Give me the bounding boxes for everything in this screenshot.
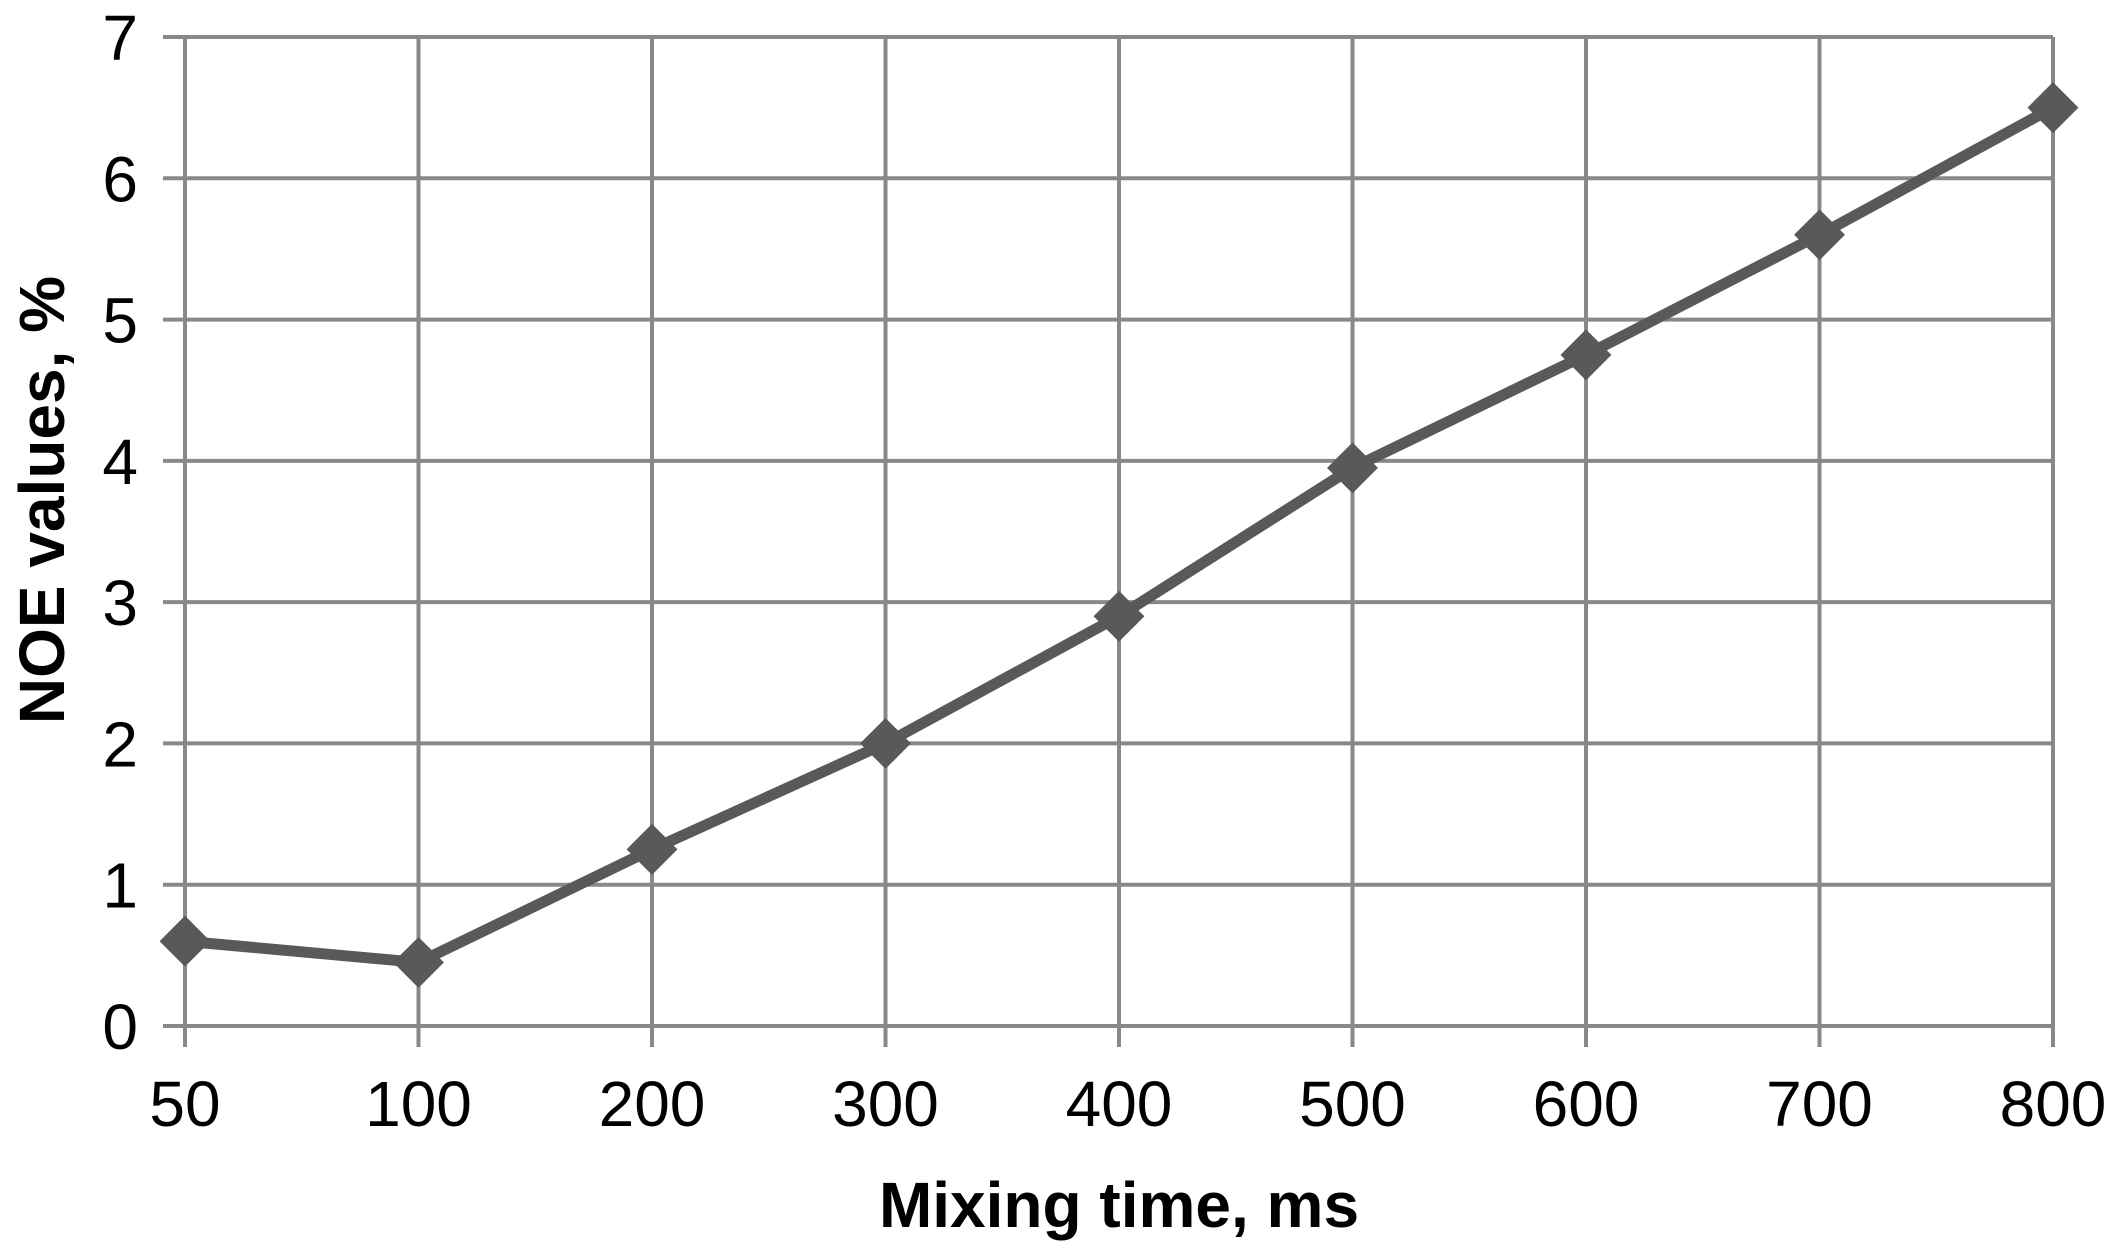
x-tick-label-800: 800 — [2000, 1068, 2107, 1140]
x-axis-title: Mixing time, ms — [878, 1169, 1360, 1241]
marker-100 — [393, 936, 444, 988]
y-tick-label-2: 2 — [102, 708, 138, 780]
marker-50 — [159, 915, 211, 967]
marker-500 — [1327, 442, 1378, 494]
y-tick-label-7: 7 — [102, 2, 138, 74]
x-tick-label-700: 700 — [1766, 1068, 1873, 1140]
x-tick-label-50: 50 — [149, 1068, 220, 1140]
y-axis-title: NOE values, % — [6, 275, 78, 725]
x-tick-label-400: 400 — [1066, 1068, 1173, 1140]
marker-200 — [626, 823, 678, 875]
x-tick-label-500: 500 — [1299, 1068, 1406, 1140]
marker-300 — [860, 717, 911, 769]
x-tick-label-100: 100 — [365, 1068, 472, 1140]
marker-400 — [1093, 590, 1145, 642]
y-tick-label-1: 1 — [102, 850, 138, 922]
marker-800 — [2027, 82, 2079, 134]
y-tick-label-3: 3 — [102, 567, 138, 639]
marker-700 — [1794, 209, 1845, 261]
x-tick-label-300: 300 — [832, 1068, 939, 1140]
x-tick-label-600: 600 — [1533, 1068, 1640, 1140]
y-tick-label-5: 5 — [102, 285, 138, 357]
y-tick-label-4: 4 — [102, 426, 138, 498]
x-tick-label-200: 200 — [599, 1068, 706, 1140]
marker-600 — [1560, 329, 1612, 381]
y-tick-label-0: 0 — [102, 991, 138, 1063]
y-tick-label-6: 6 — [102, 143, 138, 215]
